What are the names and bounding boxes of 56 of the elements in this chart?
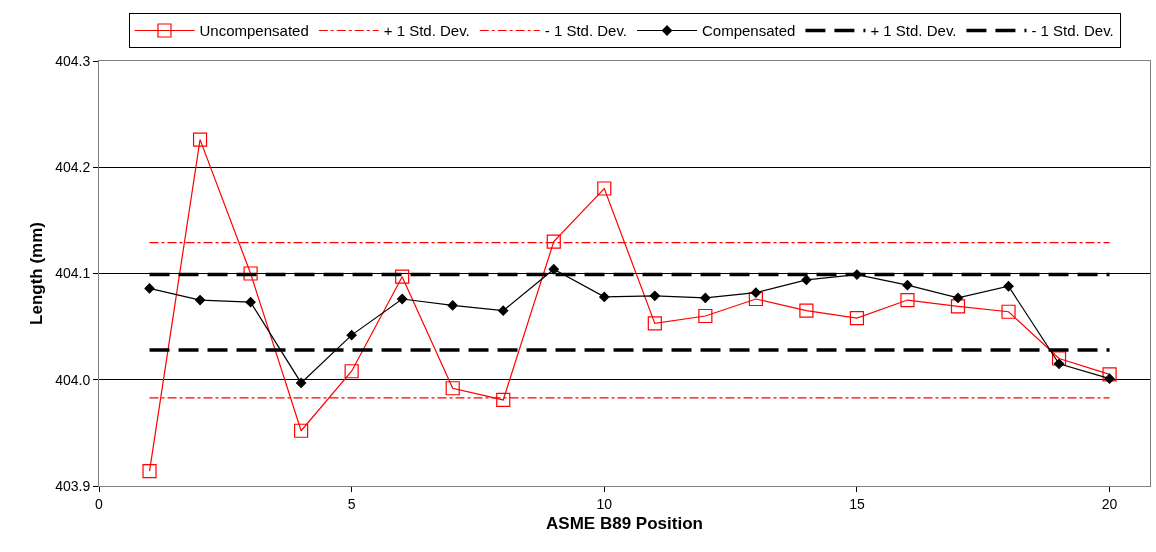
x-tick-label: 15 <box>849 495 865 512</box>
legend-label: + 1 Std. Dev. <box>870 22 957 40</box>
point <box>647 316 662 331</box>
legend-label: - 1 Std. Dev. <box>544 22 628 40</box>
point <box>801 274 812 286</box>
point <box>142 464 157 479</box>
point <box>1102 367 1117 382</box>
point <box>1001 304 1016 319</box>
point <box>900 292 915 308</box>
x-tick-label: 20 <box>1101 495 1118 512</box>
point <box>950 299 966 314</box>
point <box>849 311 865 326</box>
point <box>546 234 561 249</box>
point <box>952 292 964 304</box>
point <box>295 377 307 389</box>
point <box>548 264 559 275</box>
x-tick-label: 0 <box>95 495 104 512</box>
point <box>750 287 762 298</box>
y-tick-label: 404.0 <box>55 371 91 388</box>
point <box>447 300 458 311</box>
point <box>245 297 256 308</box>
point <box>194 294 206 306</box>
y-tick-label: 403.9 <box>55 477 91 494</box>
point <box>1003 281 1014 292</box>
point <box>698 308 713 324</box>
point <box>902 280 913 291</box>
point <box>496 392 511 408</box>
point <box>294 423 309 438</box>
point <box>346 329 357 341</box>
point <box>1053 358 1065 369</box>
point <box>599 291 610 303</box>
point <box>397 293 408 305</box>
y-axis-title: Length (mm) <box>26 222 46 325</box>
point <box>597 181 612 196</box>
point <box>1051 351 1067 366</box>
y-tick-label: 404.3 <box>55 52 91 69</box>
y-tick-label: 404.1 <box>55 265 91 282</box>
point <box>144 283 155 294</box>
point <box>1104 373 1115 384</box>
point <box>243 266 258 281</box>
x-axis-title: ASME B89 Position <box>546 514 703 534</box>
point <box>192 132 208 147</box>
point <box>649 290 660 301</box>
point <box>395 269 410 284</box>
legend-label: Compensated <box>702 22 796 40</box>
point <box>344 364 359 379</box>
legend-label: - 1 Std. Dev. <box>1031 22 1114 40</box>
point <box>498 305 509 316</box>
point <box>445 381 460 396</box>
point <box>799 303 814 318</box>
x-tick-label: 10 <box>596 495 613 512</box>
point <box>700 292 711 304</box>
legend-label: Uncompensated <box>199 22 309 40</box>
legend-label: + 1 Std. Dev. <box>383 22 470 40</box>
x-tick-label: 5 <box>347 495 356 512</box>
y-tick-label: 404.2 <box>55 159 91 176</box>
